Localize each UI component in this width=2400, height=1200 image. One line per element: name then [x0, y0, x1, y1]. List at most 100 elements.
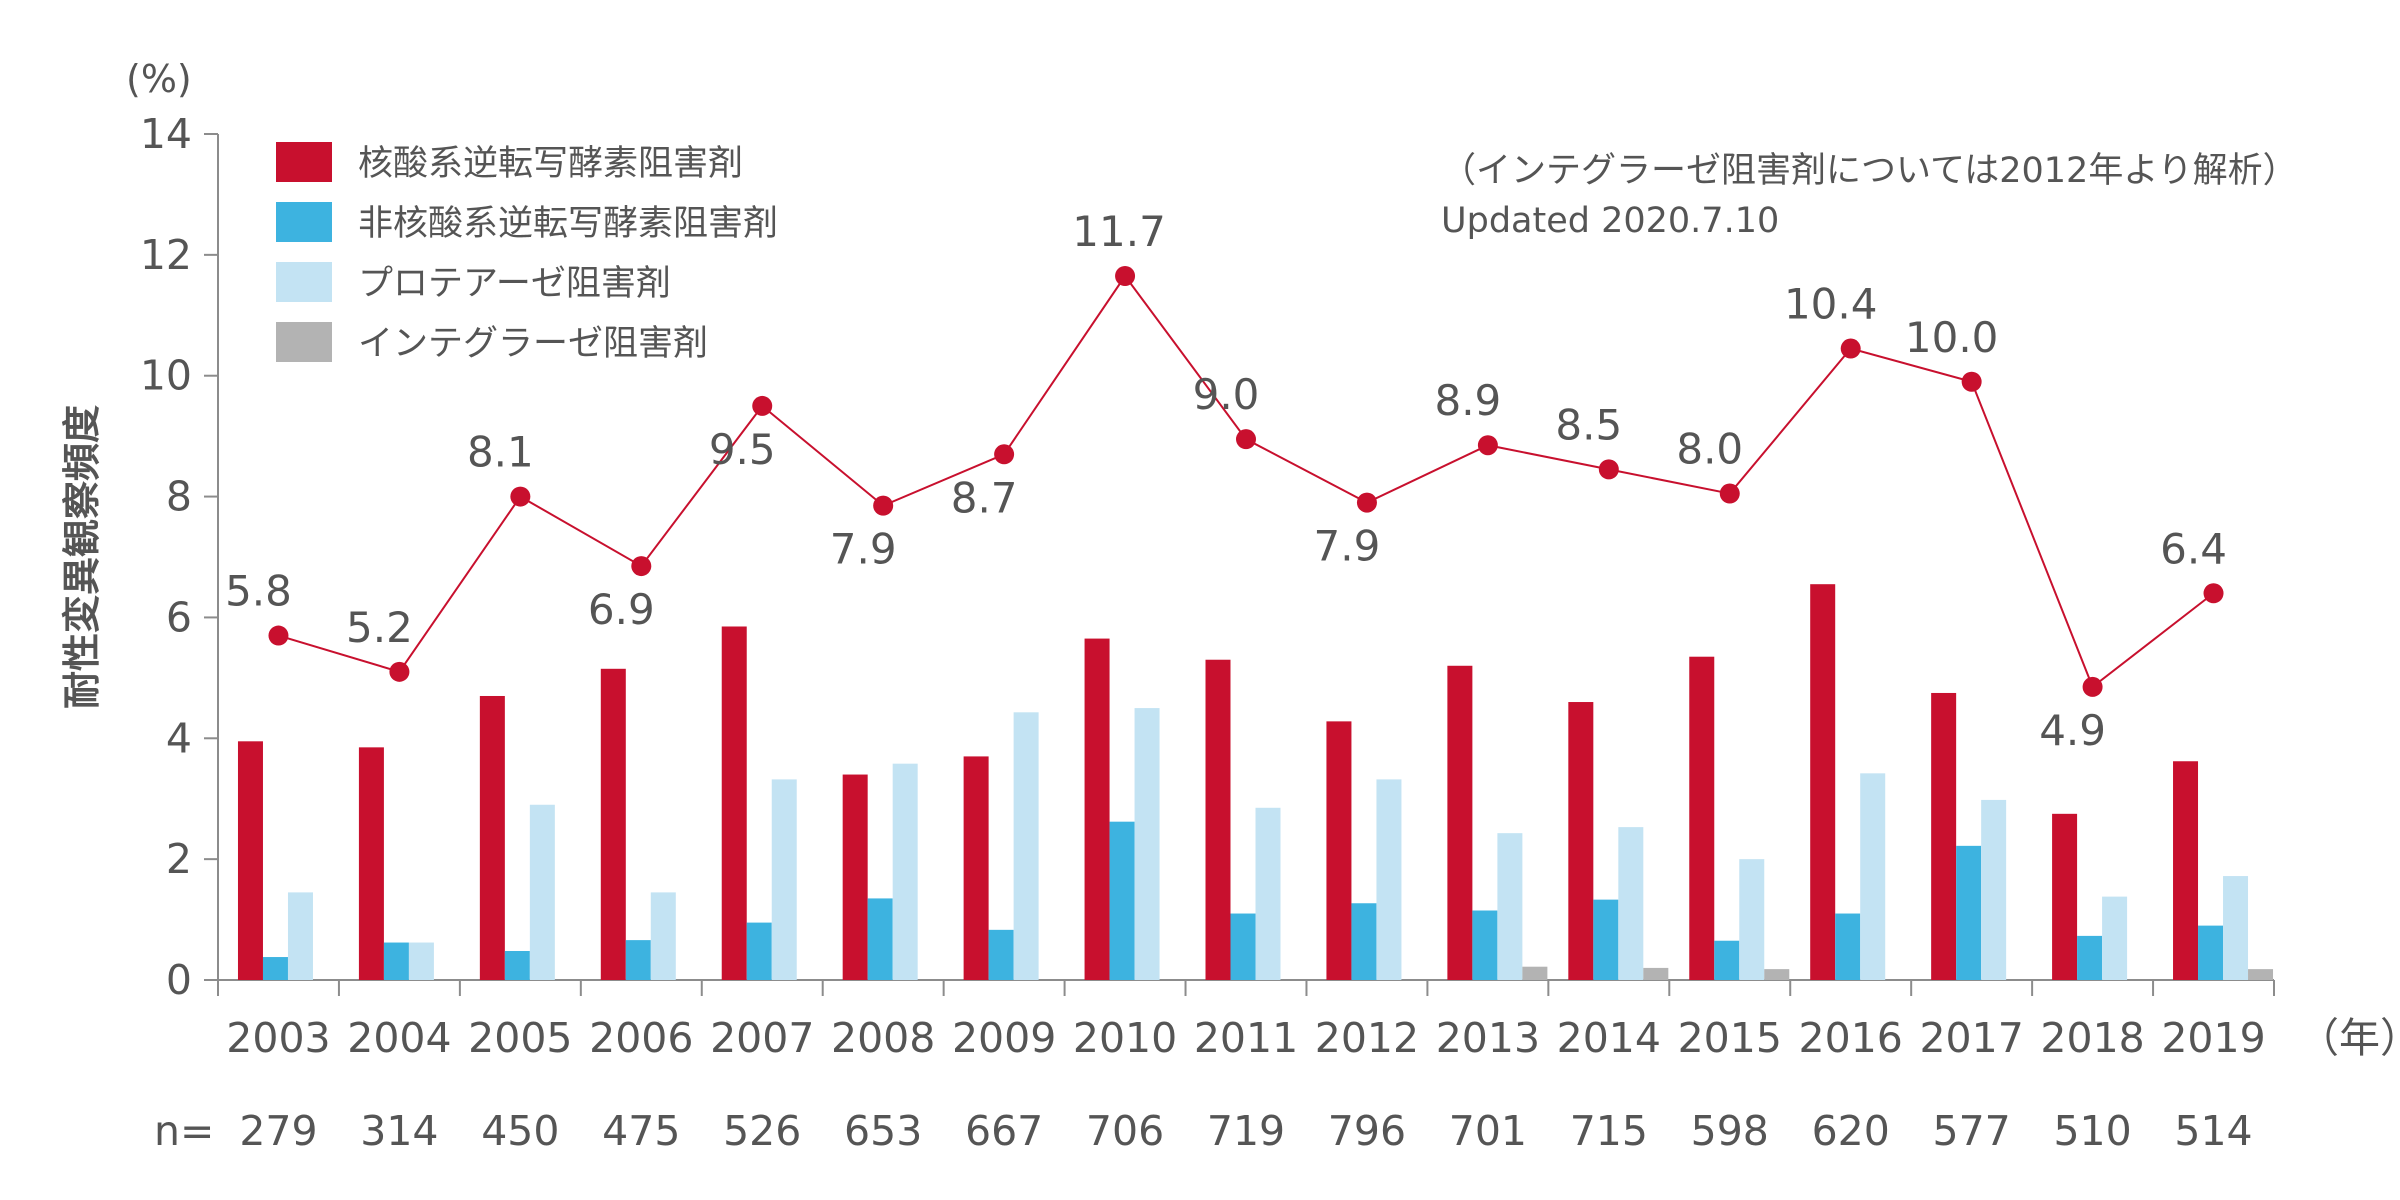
bar-2019-s3 [2223, 876, 2249, 980]
y-tick-label: 8 [166, 473, 192, 521]
bar-2010-s2 [1109, 821, 1135, 980]
y-tick-label: 10 [140, 352, 192, 400]
data-label-2007: 9.5 [709, 425, 776, 474]
bar-2016-s1 [1810, 584, 1836, 980]
x-unit-label: （年） [2298, 1014, 2400, 1062]
bar-2012-s3 [1376, 779, 1402, 980]
bar-2003-s2 [262, 957, 288, 980]
line-point-2008 [873, 495, 894, 516]
x-tick-label: 2005 [468, 1014, 572, 1062]
bar-2017-s2 [1956, 845, 1982, 980]
x-tick-label: 2003 [226, 1014, 330, 1062]
y-tick-label: 0 [166, 956, 192, 1004]
x-tick-label: 2007 [710, 1014, 814, 1062]
n-value-label: 526 [723, 1107, 801, 1155]
n-value-label: 279 [239, 1107, 317, 1155]
n-value-label: 796 [1328, 1107, 1406, 1155]
bar-2019-s1 [2173, 761, 2199, 980]
line-point-2019 [2203, 583, 2224, 604]
n-value-label: 514 [2174, 1107, 2252, 1155]
data-label-2015: 8.0 [1676, 425, 1743, 474]
n-value-label: 450 [481, 1107, 559, 1155]
bar-2005-s1 [479, 695, 505, 980]
bar-2017-s1 [1931, 692, 1957, 980]
bar-2014-s3 [1618, 827, 1644, 980]
bar-2015-s1 [1689, 656, 1715, 980]
x-tick-label: 2008 [831, 1014, 935, 1062]
n-value-label: 510 [2053, 1107, 2131, 1155]
bar-2013-s4 [1522, 966, 1548, 980]
y-tick-label: 4 [166, 714, 192, 762]
data-label-2018: 4.9 [2039, 706, 2106, 755]
bar-2015-s3 [1739, 859, 1765, 980]
n-value-label: 715 [1570, 1107, 1648, 1155]
bar-2006-s2 [625, 940, 651, 980]
data-label-2003: 5.8 [225, 567, 292, 616]
legend-swatch-1 [276, 142, 332, 182]
line-point-2012 [1356, 492, 1377, 513]
legend-swatch-2 [276, 202, 332, 242]
data-label-2006: 6.9 [588, 585, 655, 634]
line-point-2005 [510, 486, 531, 507]
x-tick-label: 2010 [1073, 1014, 1177, 1062]
bar-2016-s3 [1860, 773, 1886, 980]
x-tick-label: 2011 [1194, 1014, 1298, 1062]
bar-2017-s3 [1981, 799, 2007, 980]
bar-2011-s2 [1230, 913, 1256, 980]
data-label-2009: 8.7 [951, 473, 1018, 522]
n-value-label: 577 [1933, 1107, 2011, 1155]
bar-2018-s2 [2077, 935, 2103, 980]
x-tick-label: 2014 [1557, 1014, 1661, 1062]
line-point-2009 [994, 444, 1015, 465]
data-label-2016: 10.4 [1784, 280, 1878, 329]
bar-2011-s1 [1205, 659, 1231, 980]
legend-swatch-4 [276, 322, 332, 362]
bar-2008-s1 [842, 774, 868, 980]
bar-2008-s2 [867, 898, 893, 980]
n-value-label: 706 [1086, 1107, 1164, 1155]
bar-2003-s3 [287, 892, 313, 980]
n-value-label: 719 [1207, 1107, 1285, 1155]
bar-2015-s4 [1764, 969, 1790, 980]
bar-2011-s3 [1255, 807, 1281, 980]
data-label-2005: 8.1 [467, 428, 534, 477]
n-value-label: 598 [1691, 1107, 1769, 1155]
bar-2007-s1 [721, 626, 747, 980]
n-value-label: 620 [1812, 1107, 1890, 1155]
legend-swatch-3 [276, 262, 332, 302]
bar-2009-s2 [988, 929, 1014, 980]
bar-2009-s1 [963, 756, 989, 980]
bar-2012-s2 [1351, 903, 1377, 980]
line-point-2007 [752, 395, 773, 416]
bar-2004-s3 [408, 942, 434, 980]
note-updated: Updated 2020.7.10 [1441, 201, 1779, 241]
x-tick-label: 2012 [1315, 1014, 1419, 1062]
data-label-2011: 9.0 [1193, 370, 1260, 419]
line-point-2010 [1115, 266, 1136, 287]
data-label-2010: 11.7 [1072, 207, 1166, 256]
y-tick-label: 14 [140, 110, 192, 158]
n-value-label: 475 [602, 1107, 680, 1155]
bar-2006-s3 [650, 892, 676, 980]
x-tick-label: 2013 [1436, 1014, 1540, 1062]
y-tick-label: 2 [166, 835, 192, 883]
bar-2015-s2 [1714, 940, 1740, 980]
bar-2013-s3 [1497, 833, 1523, 980]
line-series [268, 266, 2224, 697]
line-point-2006 [631, 556, 652, 577]
legend-label-1: 核酸系逆転写酵素阻害剤 [358, 144, 743, 184]
bar-2004-s1 [358, 747, 384, 980]
bar-2007-s2 [746, 922, 772, 980]
n-value-label: 667 [965, 1107, 1043, 1155]
bar-2019-s2 [2198, 925, 2224, 980]
bar-2014-s1 [1568, 702, 1594, 980]
line-point-2018 [2082, 676, 2103, 697]
bar-2013-s2 [1472, 910, 1498, 980]
legend: 核酸系逆転写酵素阻害剤非核酸系逆転写酵素阻害剤プロテアーゼ阻害剤インテグラーゼ阻… [276, 142, 778, 364]
bar-2019-s4 [2248, 969, 2274, 980]
axes: 0 2 4 6 8 10 12 14 2003 279 2004 314 2005 450 2006 475 2… [60, 57, 2400, 1155]
bar-2014-s4 [1643, 967, 1669, 980]
bar-2014-s2 [1593, 899, 1619, 980]
y-unit-label: (%) [126, 57, 192, 101]
line-point-2013 [1477, 435, 1498, 456]
